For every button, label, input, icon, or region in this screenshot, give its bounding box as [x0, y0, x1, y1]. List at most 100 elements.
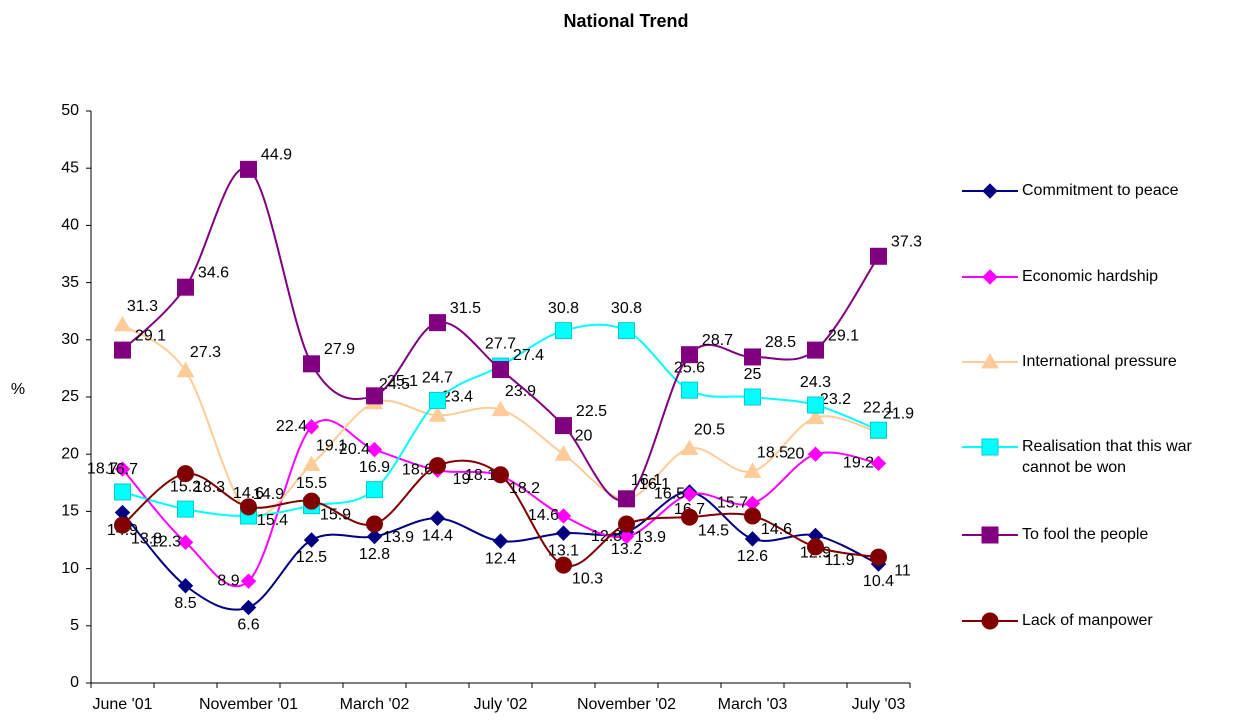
marker: [981, 352, 999, 369]
y-tick-label: 25: [61, 388, 79, 405]
data-label: 19.2: [843, 455, 874, 472]
marker: [240, 573, 257, 589]
data-label: 11: [894, 562, 911, 579]
data-label: 22.5: [576, 403, 607, 420]
marker: [807, 538, 824, 556]
data-label: 16.9: [359, 459, 390, 476]
marker: [981, 612, 999, 630]
marker: [555, 508, 572, 524]
marker: [240, 498, 257, 516]
data-label: 11.9: [825, 552, 855, 569]
x-tick-label: November '02: [577, 696, 676, 713]
legend-label: Realisation that this war cannot be won: [1022, 438, 1192, 476]
x-tick-label: July '03: [852, 696, 906, 713]
marker: [618, 528, 635, 545]
data-label: 16.5: [654, 485, 685, 502]
data-label: 14.6: [761, 521, 792, 538]
y-tick-label: 15: [61, 503, 79, 520]
data-label: 22.4: [276, 418, 307, 435]
data-label: 27.4: [513, 347, 544, 364]
data-label: 14.9: [253, 486, 284, 503]
data-label: 20.4: [339, 441, 370, 458]
data-label: 10.4: [863, 573, 894, 590]
data-label: 12.5: [296, 549, 327, 566]
data-label: 14.6: [233, 485, 264, 502]
marker: [555, 556, 572, 574]
marker: [744, 388, 761, 406]
y-tick-label: 10: [61, 560, 79, 577]
data-label: 14.4: [422, 527, 453, 544]
data-label: 8.9: [217, 572, 239, 589]
marker: [554, 445, 573, 461]
data-label: 23.2: [820, 391, 851, 408]
marker: [366, 528, 383, 545]
data-label: 44.9: [261, 147, 292, 164]
data-label: 20: [575, 427, 593, 444]
data-label: 30.8: [548, 300, 579, 317]
marker: [744, 507, 761, 525]
marker: [240, 160, 257, 178]
data-label: 14.6: [528, 507, 559, 524]
y-tick-label: 5: [70, 617, 79, 634]
marker: [176, 361, 195, 378]
data-label: 18.7: [87, 460, 118, 477]
data-label: 12.6: [737, 548, 768, 565]
legend-label: Lack of manpower: [1022, 612, 1153, 629]
marker: [492, 466, 509, 484]
data-label: 25.6: [674, 359, 705, 376]
data-label: 16.7: [107, 461, 138, 478]
data-label: 21.9: [883, 406, 914, 423]
marker: [870, 455, 887, 472]
data-label: 13.9: [383, 529, 414, 546]
y-tick-label: 30: [61, 331, 79, 348]
data-label: 25: [744, 366, 762, 383]
marker: [429, 314, 446, 332]
legend-label: Commitment to peace: [1022, 182, 1179, 199]
marker: [681, 486, 698, 502]
marker: [303, 355, 320, 373]
marker: [366, 387, 383, 405]
data-label: 10.3: [572, 570, 603, 587]
y-axis-label: %: [11, 381, 25, 398]
marker: [870, 548, 887, 566]
data-label: 12.3: [150, 534, 181, 551]
data-label: 18.5: [757, 445, 788, 462]
data-label: 30.8: [611, 300, 642, 317]
marker: [114, 341, 131, 359]
marker: [491, 400, 510, 417]
data-label: 25.1: [387, 373, 418, 390]
data-label: 13.9: [635, 529, 666, 546]
marker: [681, 381, 698, 399]
data-label: 31.5: [450, 300, 481, 317]
marker: [429, 391, 446, 409]
marker: [177, 578, 194, 594]
marker: [177, 278, 194, 296]
marker: [744, 348, 761, 366]
data-label: 29.1: [828, 327, 859, 344]
data-label: 16.1: [639, 476, 670, 493]
y-tick-label: 40: [61, 217, 79, 234]
data-label: 16.1: [631, 472, 662, 489]
data-label: 20.5: [694, 422, 725, 439]
marker: [429, 457, 446, 475]
marker: [366, 481, 383, 499]
data-label: 15.4: [257, 512, 288, 529]
x-tick-label: March '03: [718, 696, 788, 713]
data-label: 27.3: [190, 344, 221, 361]
marker: [807, 341, 824, 359]
marker: [555, 525, 572, 541]
data-label: 22.1: [863, 399, 894, 416]
y-tick-label: 45: [61, 159, 79, 176]
data-label: 13.8: [131, 530, 162, 547]
marker: [302, 455, 321, 471]
data-label: 19.1: [316, 438, 347, 455]
marker: [177, 465, 194, 483]
marker: [982, 269, 998, 285]
marker: [114, 461, 131, 477]
y-tick-label: 50: [61, 102, 79, 119]
marker: [240, 599, 257, 616]
marker: [807, 396, 824, 414]
marker: [618, 515, 635, 533]
